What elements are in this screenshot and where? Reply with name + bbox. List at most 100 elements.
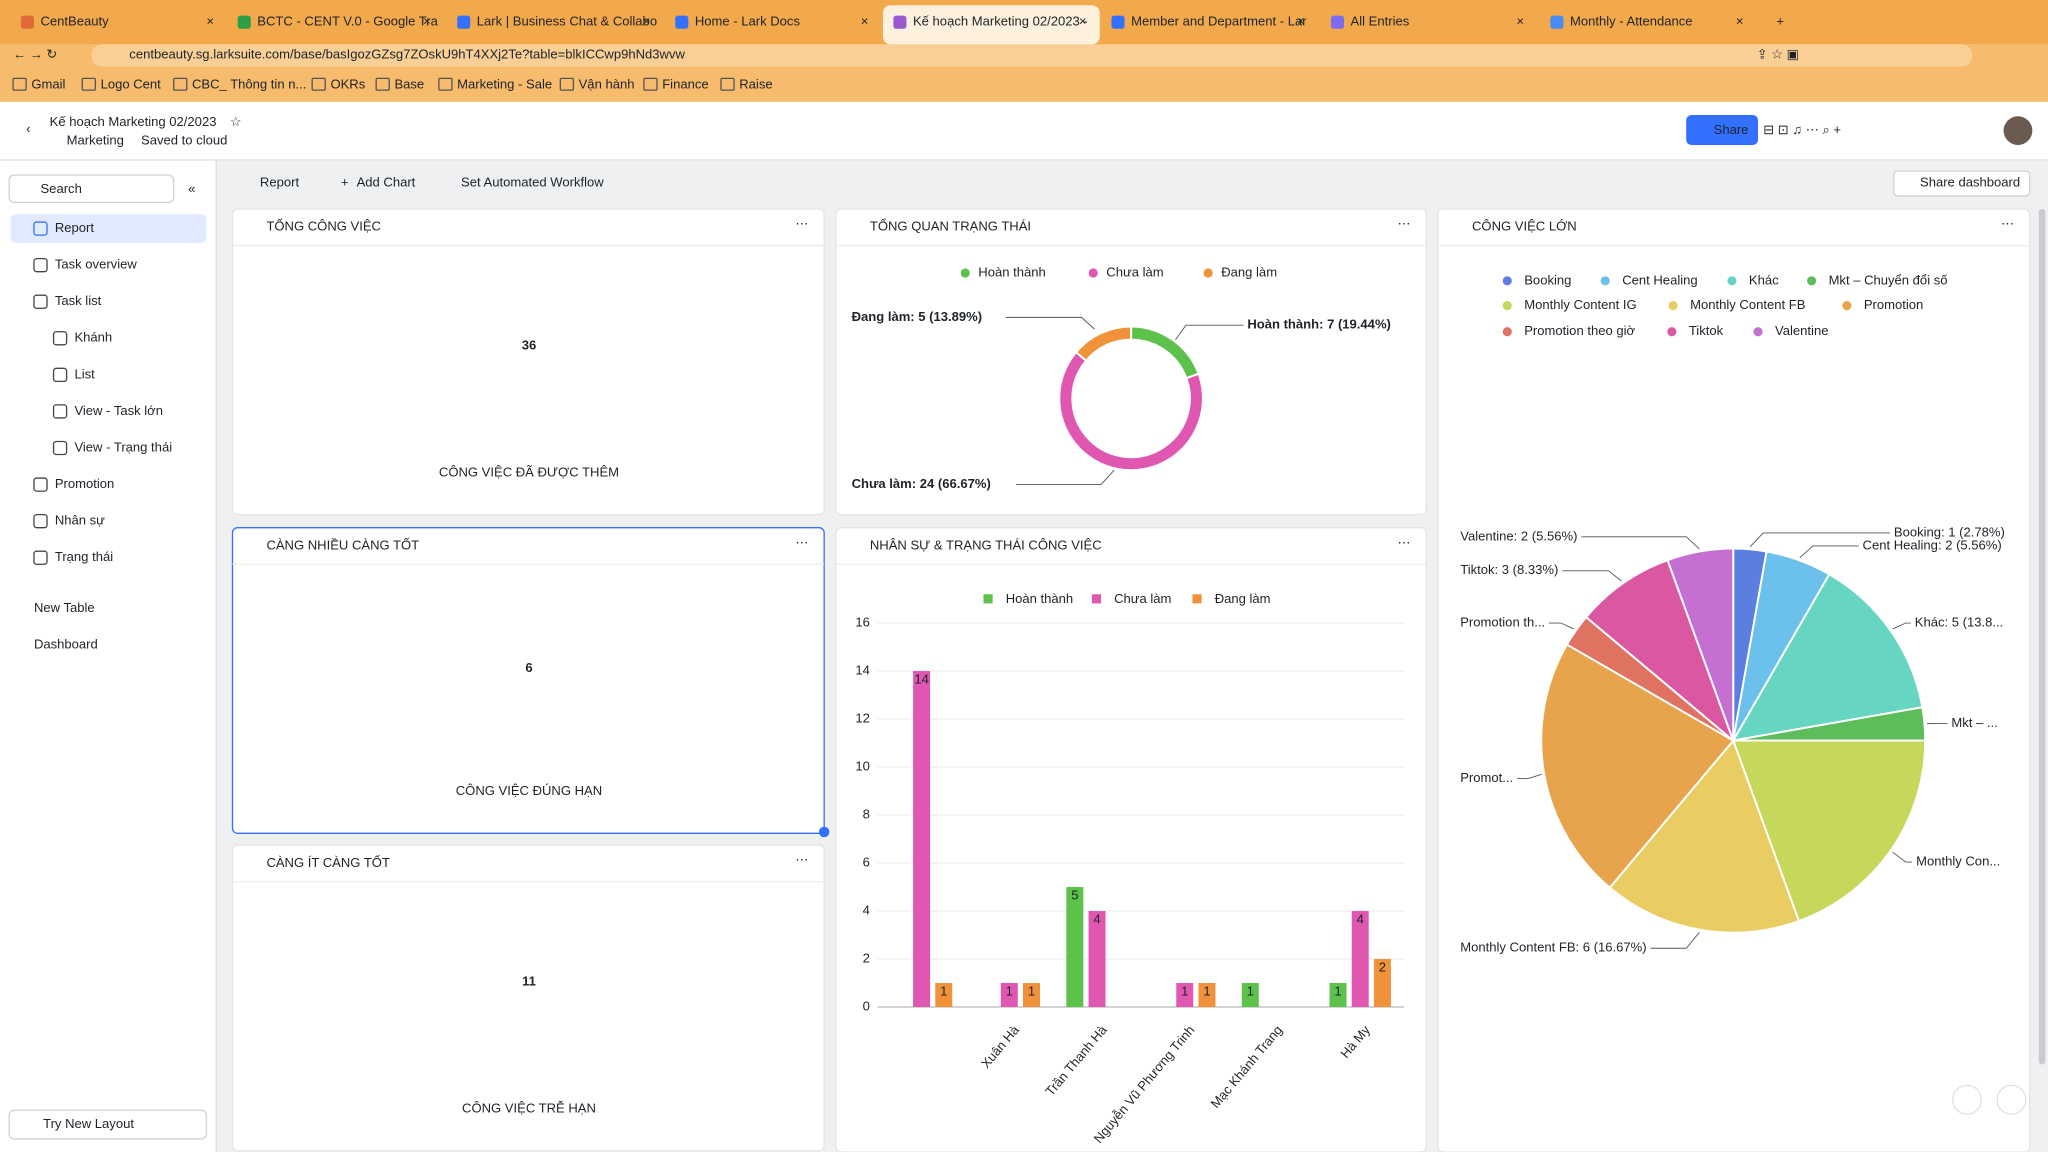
data-label: Đang làm: 5 (13.89%): [852, 309, 983, 324]
leader-line: [1892, 622, 1911, 630]
sidebar-item[interactable]: Task overview: [55, 257, 138, 272]
search[interactable]: Search: [40, 181, 81, 196]
icons[interactable]: ⊟ ⊡ ♫ ⋯ ⌕ +: [1763, 122, 1841, 137]
data-label: Booking: 1 (2.78%): [1894, 524, 2005, 539]
pie-slice: [1540, 643, 1735, 890]
sidebar-item[interactable]: Khánh: [74, 330, 112, 345]
data-label: Hoàn thành: 7 (19.44%): [1247, 317, 1391, 332]
address-bar[interactable]: [91, 44, 1973, 67]
item-icon: [33, 513, 48, 529]
leader-line: [1650, 931, 1700, 949]
sidebar-item[interactable]: Promotion: [55, 476, 114, 491]
resize-handle[interactable]: [818, 826, 830, 838]
tab-title[interactable]: Member and Department - Lar: [1131, 14, 1307, 29]
data-label: Valentine: 2 (5.56%): [1460, 528, 1577, 543]
sidebar-item[interactable]: Nhân sự: [55, 513, 105, 528]
legend-label: Promotion theo giờ: [1524, 323, 1635, 338]
bookmark[interactable]: CBC_ Thông tin n...: [192, 76, 306, 91]
bookmark[interactable]: Logo Cent: [101, 76, 162, 91]
share-label[interactable]: Share: [1714, 122, 1749, 137]
legend-swatch: [1091, 594, 1102, 604]
card-title: TỔNG QUAN TRẠNG THÁI: [870, 219, 1031, 234]
card-title: CÔNG VIỆC LỚN: [1472, 219, 1577, 234]
tab-close[interactable]: ×: [643, 14, 651, 29]
card-more[interactable]: ⋯: [795, 852, 808, 867]
tab-title[interactable]: All Entries: [1351, 14, 1410, 29]
try-layout[interactable]: Try New Layout: [43, 1116, 134, 1131]
bar: [1000, 983, 1018, 1008]
sidebar-item[interactable]: Trạng thái: [55, 549, 113, 564]
leader-line: [1005, 316, 1095, 330]
doc-button[interactable]: [1951, 1084, 1983, 1115]
tab-title[interactable]: Kế hoạch Marketing 02/2023 -: [913, 14, 1088, 29]
search-box[interactable]: [8, 174, 175, 204]
tab-close[interactable]: ×: [1736, 14, 1744, 29]
legend-dot: [960, 268, 970, 278]
nav-icons[interactable]: ← → ↻: [13, 46, 57, 61]
data-label: Promotion th...: [1460, 614, 1545, 629]
share-button[interactable]: [1686, 114, 1759, 145]
legend-label: Chưa làm: [1114, 591, 1171, 606]
item-icon: [33, 221, 48, 236]
item-icon: [52, 440, 68, 456]
sidebar-item[interactable]: Task list: [55, 293, 102, 308]
tab-title[interactable]: Monthly - Attendance: [1570, 14, 1693, 29]
bookmark[interactable]: Base: [394, 76, 424, 91]
bookmark-icon: [81, 77, 96, 91]
card: [231, 208, 825, 516]
tab-title[interactable]: Lark | Business Chat & Collabo: [477, 14, 657, 29]
card-more[interactable]: ⋯: [1398, 535, 1411, 550]
pie-slice: [1666, 547, 1735, 741]
card-more[interactable]: ⋯: [795, 535, 808, 550]
tab-close[interactable]: ×: [1079, 14, 1087, 29]
card-more[interactable]: ⋯: [1398, 216, 1411, 231]
tab-title[interactable]: CentBeauty: [40, 14, 109, 29]
new-table[interactable]: New Table: [34, 600, 95, 615]
tab-icon: [1550, 15, 1564, 29]
bar: [913, 671, 931, 1008]
y-tick-label: 0: [863, 998, 870, 1013]
sidebar-item[interactable]: View - Trạng thái: [74, 439, 172, 454]
folder: Marketing: [67, 133, 124, 148]
share-dashboard[interactable]: Share dashboard: [1920, 174, 2020, 189]
tab-close[interactable]: ×: [861, 14, 869, 29]
star-icon[interactable]: ☆: [230, 114, 242, 129]
new-tab[interactable]: +: [1776, 14, 1784, 29]
toolbar-report[interactable]: Report: [260, 174, 300, 189]
sidebar-item[interactable]: View - Task lớn: [74, 403, 163, 418]
donut-slice: [1074, 325, 1133, 362]
card-more[interactable]: ⋯: [2001, 216, 2014, 231]
dashboard[interactable]: Dashboard: [34, 637, 98, 652]
leader-line: [1175, 324, 1244, 340]
help-button[interactable]: [1996, 1084, 2027, 1115]
bookmark[interactable]: Gmail: [31, 76, 65, 91]
tab-title[interactable]: Home - Lark Docs: [695, 14, 801, 29]
tab-title[interactable]: BCTC - CENT V.0 - Google Tra: [257, 14, 438, 29]
tab-close[interactable]: ×: [1516, 14, 1524, 29]
back-icon[interactable]: ‹: [26, 121, 30, 136]
add-chart[interactable]: Add Chart: [357, 174, 416, 189]
card-more[interactable]: ⋯: [795, 216, 808, 231]
y-tick-label: 2: [863, 950, 870, 965]
bookmark[interactable]: Raise: [739, 76, 772, 91]
bookmark-icon: [559, 77, 575, 91]
bookmark[interactable]: Finance: [662, 76, 708, 91]
tab-close[interactable]: ×: [206, 14, 214, 29]
bookmark[interactable]: OKRs: [330, 76, 365, 91]
bookmark[interactable]: Vận hành: [579, 76, 635, 91]
workflow[interactable]: Set Automated Workflow: [461, 174, 604, 189]
avatar[interactable]: [2003, 116, 2033, 145]
bookmark[interactable]: Marketing - Sale: [457, 76, 552, 91]
share-dashboard-button[interactable]: [1893, 170, 2031, 197]
tab-close[interactable]: ×: [423, 14, 431, 29]
bar: [1176, 983, 1194, 1008]
try-layout-button[interactable]: [8, 1109, 208, 1140]
bar-label: 1: [1006, 984, 1013, 999]
sidebar-item[interactable]: List: [74, 366, 95, 381]
collapse[interactable]: «: [188, 181, 195, 196]
sidebar-item[interactable]: Report: [55, 220, 95, 235]
big-number: 11: [522, 974, 536, 989]
url[interactable]: centbeauty.sg.larksuite.com/base/basIgoz…: [129, 46, 685, 61]
legend-label: Valentine: [1775, 323, 1828, 338]
tab-close[interactable]: ×: [1297, 14, 1305, 29]
